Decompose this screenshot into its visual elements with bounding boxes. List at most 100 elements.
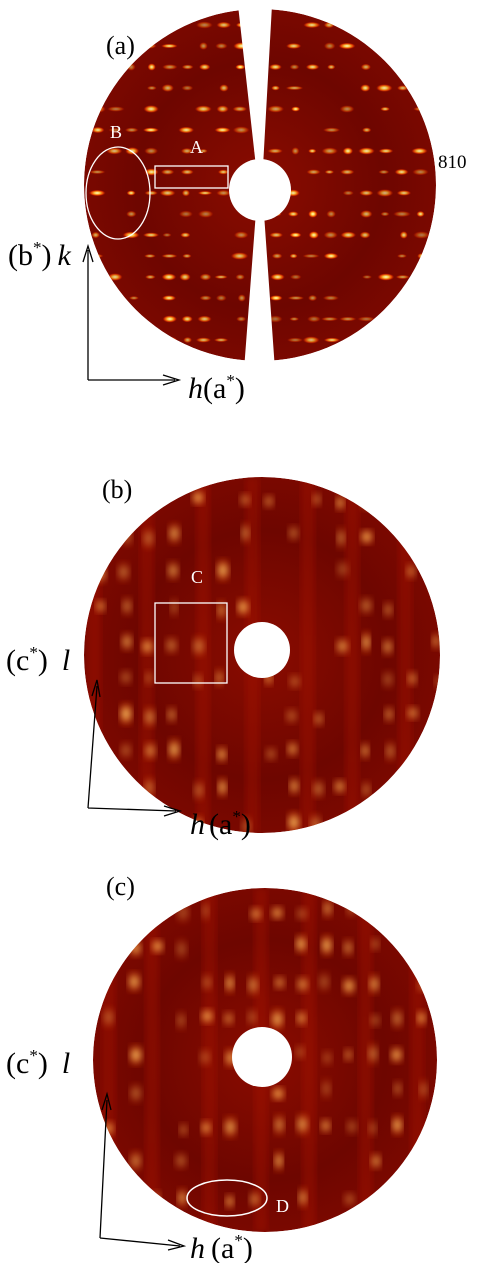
- diffraction-spot: [159, 190, 175, 197]
- diffraction-spot: [343, 1192, 356, 1207]
- diffraction-spot: [141, 638, 154, 655]
- diffraction-spot: [357, 316, 375, 321]
- diffraction-spot: [122, 596, 133, 616]
- diffraction-spot: [181, 169, 194, 175]
- diffraction-spot: [340, 232, 356, 239]
- diffraction-spot: [324, 22, 335, 28]
- diffraction-spot: [390, 1046, 403, 1064]
- diffraction-spot: [182, 316, 193, 323]
- diffraction-spot: [339, 317, 356, 322]
- diffraction-spot: [231, 252, 249, 260]
- diffraction-spot: [395, 169, 409, 175]
- diffraction-spot: [343, 190, 354, 195]
- diffraction-spot: [225, 972, 234, 994]
- diffraction-spot: [371, 937, 380, 952]
- diffraction-spot: [237, 598, 250, 617]
- diffraction-spot: [241, 522, 250, 545]
- diffraction-spot: [392, 1114, 403, 1135]
- diffraction-spot: [147, 86, 157, 91]
- diffraction-spot: [127, 63, 136, 71]
- diffraction-spot: [413, 107, 429, 112]
- diffraction-spot: [271, 1087, 285, 1101]
- diffraction-spot: [161, 44, 178, 48]
- axis-index: l: [62, 1047, 70, 1080]
- diffraction-spot: [103, 1006, 115, 1029]
- diffraction-spot: [322, 1050, 333, 1066]
- diffraction-spot: [411, 64, 427, 70]
- diffraction-spot: [198, 210, 214, 218]
- diffuse-streak: [345, 477, 359, 833]
- diffraction-spot: [411, 148, 427, 155]
- diffraction-spot: [336, 495, 345, 512]
- figure: (a) A B 810 (b*)k h(a*) (b) C (c*)l h(a*…: [0, 0, 478, 1263]
- diffraction-spot: [336, 560, 349, 579]
- diffraction-spot: [90, 86, 99, 90]
- diffraction-spot: [215, 668, 223, 688]
- panel-a: (a) A B 810 (b*)k h(a*): [8, 5, 467, 405]
- diffraction-spot: [406, 706, 419, 721]
- diffraction-spot: [232, 106, 247, 112]
- diffraction-spot: [179, 210, 193, 217]
- diffraction-spot: [414, 274, 427, 280]
- diffraction-spot: [312, 492, 321, 507]
- diffraction-spot: [126, 316, 140, 321]
- diffuse-streak: [398, 477, 412, 833]
- diffraction-spot: [318, 971, 330, 993]
- diffraction-spot: [126, 211, 136, 218]
- diffraction-spot: [286, 43, 301, 49]
- diffraction-spot: [202, 899, 210, 922]
- axis-sup: *: [234, 1231, 243, 1250]
- diffraction-spot: [95, 599, 105, 613]
- diffraction-spot: [334, 779, 346, 795]
- diffraction-spot: [295, 1044, 305, 1060]
- diffraction-spot: [432, 632, 440, 650]
- diffraction-spot: [416, 938, 426, 960]
- diffraction-spot: [378, 315, 390, 323]
- diffraction-spot: [214, 275, 228, 279]
- diffraction-spot: [323, 898, 333, 919]
- diffraction-spot: [336, 638, 350, 655]
- diffraction-spot: [336, 817, 347, 834]
- diffraction-spot: [287, 338, 303, 343]
- annotation: A: [190, 137, 203, 157]
- diffraction-spot: [343, 938, 353, 957]
- diffraction-spot: [176, 901, 190, 923]
- axis-text: (c: [6, 644, 29, 677]
- axis-sup: *: [232, 807, 241, 826]
- diffraction-spot: [396, 275, 410, 279]
- diffraction-spot: [306, 169, 320, 175]
- diffraction-spot: [380, 107, 390, 111]
- diffraction-spot: [265, 746, 277, 761]
- horizontal-axis-label: h(a*): [190, 1231, 253, 1263]
- diffraction-spot: [224, 1116, 237, 1139]
- axis-text: ): [42, 239, 52, 272]
- diffraction-spot: [263, 494, 274, 508]
- diffraction-spot: [321, 934, 332, 957]
- diffraction-spot: [336, 526, 345, 549]
- axis-text: ): [235, 372, 245, 405]
- diffraction-spot: [105, 1191, 114, 1212]
- axis-text: (a: [203, 372, 226, 405]
- diffraction-spot: [192, 490, 205, 505]
- diffraction-spot: [144, 147, 158, 154]
- diffraction-spot: [196, 21, 213, 28]
- diffraction-spot: [104, 336, 122, 344]
- diffraction-spot: [181, 85, 193, 91]
- diffraction-spot: [309, 231, 319, 239]
- axis-index: h: [190, 808, 205, 841]
- diffraction-spot: [198, 191, 213, 195]
- diffraction-spot: [308, 295, 317, 301]
- diffraction-spot: [274, 1150, 283, 1172]
- diffraction-spot: [287, 741, 298, 757]
- diffraction-spot: [195, 105, 212, 112]
- diffraction-spot: [215, 43, 228, 49]
- diffraction-spot: [346, 900, 357, 918]
- diffraction-spot: [91, 232, 100, 239]
- diffraction-spot: [397, 85, 408, 91]
- diffraction-spot: [288, 211, 299, 217]
- axis-text: (b: [8, 239, 33, 272]
- diffraction-spot: [340, 105, 355, 113]
- diffraction-spot: [269, 64, 282, 70]
- vertical-axis-label: (c*)l: [6, 1046, 70, 1080]
- diffraction-spot: [168, 737, 180, 761]
